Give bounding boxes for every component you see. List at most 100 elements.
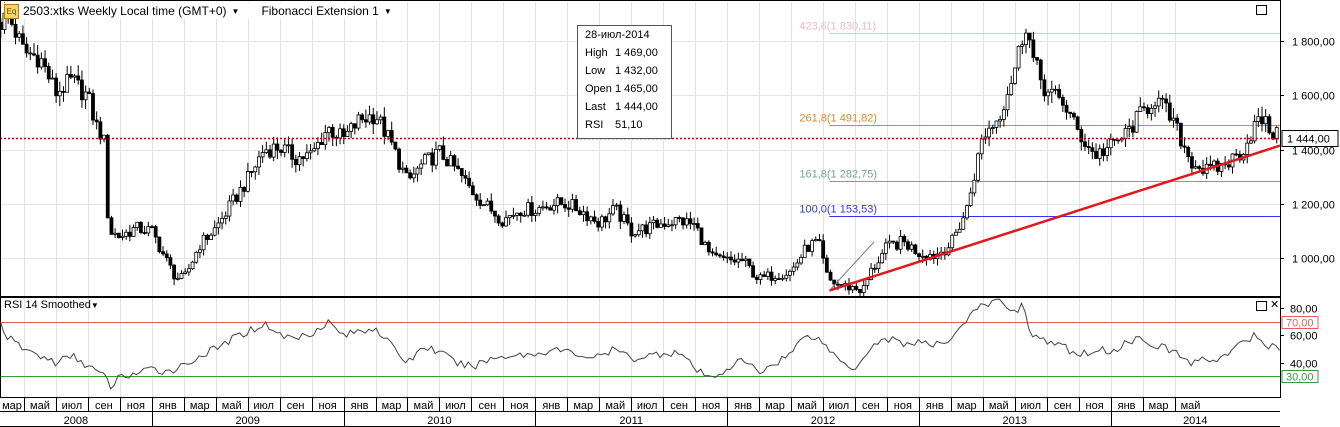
candle-down	[1086, 146, 1091, 149]
candle-up	[1105, 147, 1110, 156]
candle-down	[1142, 106, 1146, 109]
month-label: мар	[1149, 400, 1169, 412]
candle-down	[13, 24, 18, 38]
candle-up	[1134, 111, 1139, 133]
candle-down	[740, 258, 744, 262]
month-label: ноя	[1086, 400, 1104, 412]
candle-up	[146, 226, 151, 234]
candle-up	[1013, 67, 1017, 84]
candle-down	[1057, 88, 1062, 98]
chart-header[interactable]: Eq 2503:xtks Weekly Local time (GMT+0) ▼…	[4, 3, 392, 19]
candle-up	[282, 144, 287, 153]
candle-up	[883, 242, 888, 254]
maximize-price-panel-icon[interactable]	[1256, 5, 1267, 15]
candle-up	[758, 274, 763, 280]
rsi-dropdown-caret-icon[interactable]: ▼	[90, 301, 99, 310]
candle-down	[902, 236, 907, 243]
rsi-title[interactable]: RSI 14 Smoothed	[4, 299, 91, 311]
candle-up	[419, 163, 424, 169]
candle-up	[965, 205, 969, 219]
candle-down	[371, 114, 376, 125]
candle-up	[400, 167, 405, 170]
candle-up	[260, 152, 265, 158]
candle-up	[378, 116, 383, 121]
candle-down	[618, 204, 623, 222]
candle-up	[50, 77, 55, 80]
candle-down	[24, 43, 29, 54]
candle-down	[234, 194, 239, 202]
candle-down	[917, 253, 921, 258]
candle-up	[183, 271, 188, 274]
month-label: май	[605, 400, 625, 412]
candle-down	[824, 257, 829, 273]
candle-up	[415, 167, 420, 175]
candle-up	[198, 249, 202, 253]
candle-down	[393, 141, 398, 150]
candle-down	[150, 226, 154, 228]
candle-down	[109, 217, 114, 235]
candle-up	[367, 114, 372, 123]
info-date: 28-июл-2014	[585, 29, 650, 41]
close-rsi-panel-icon[interactable]: ✕	[1270, 299, 1280, 311]
candle-up	[253, 166, 258, 173]
rsi-panel-header[interactable]: RSI 14 Smoothed▼	[4, 299, 99, 311]
candle-down	[1197, 166, 1202, 169]
candle-up	[795, 262, 800, 268]
rsi-panel-frame	[0, 297, 1281, 398]
candle-down	[397, 148, 401, 170]
candle-up	[238, 187, 243, 202]
candle-down	[906, 241, 910, 250]
info-row-high: High 1 469,00	[585, 47, 658, 59]
candle-up	[201, 234, 206, 251]
candle-up	[17, 33, 22, 38]
candle-down	[1234, 153, 1239, 156]
candle-down	[242, 187, 247, 192]
candle-down	[489, 200, 494, 212]
rsi-line	[0, 298, 1280, 390]
indicator-title[interactable]: Fibonacci Extension 1	[261, 4, 379, 18]
candle-down	[500, 222, 505, 227]
candle-up	[437, 145, 442, 150]
indicator-dropdown-caret-icon[interactable]: ▼	[383, 6, 392, 16]
candle-up	[57, 90, 62, 97]
candle-down	[456, 165, 460, 169]
month-label: ноя	[127, 400, 145, 412]
candle-up	[411, 173, 416, 179]
candle-down	[205, 234, 210, 240]
year-label: 2008	[64, 415, 88, 427]
candle-up	[1256, 116, 1261, 122]
month-label: мар	[573, 400, 593, 412]
candle-down	[854, 286, 859, 290]
candle-down	[1208, 163, 1213, 166]
candle-up	[533, 212, 538, 216]
candle-down	[655, 219, 660, 228]
symbol-dropdown-caret-icon[interactable]: ▼	[231, 6, 240, 16]
candle-up	[791, 266, 796, 272]
candle-down	[858, 288, 862, 294]
candle-up	[1024, 32, 1028, 46]
month-label: ноя	[702, 400, 720, 412]
candle-up	[448, 155, 453, 167]
month-label: янв	[351, 400, 369, 412]
candle-up	[850, 286, 855, 291]
candle-down	[828, 271, 833, 281]
month-label: мар	[957, 400, 977, 412]
candle-down	[352, 123, 357, 129]
candle-up	[725, 256, 730, 259]
candle-up	[231, 194, 236, 202]
candle-down	[363, 119, 368, 123]
maximize-rsi-panel-icon[interactable]	[1256, 301, 1267, 311]
candle-down	[1267, 116, 1272, 134]
candle-down	[1075, 116, 1080, 130]
candle-down	[168, 257, 173, 266]
candle-up	[898, 236, 903, 250]
candle-up	[304, 152, 309, 159]
candle-up	[175, 278, 180, 280]
candle-up	[434, 148, 438, 166]
candle-down	[1035, 57, 1039, 61]
symbol-title[interactable]: 2503:xtks Weekly Local time (GMT+0)	[23, 4, 227, 18]
candle-down	[382, 116, 387, 137]
month-label: сен	[479, 400, 497, 412]
